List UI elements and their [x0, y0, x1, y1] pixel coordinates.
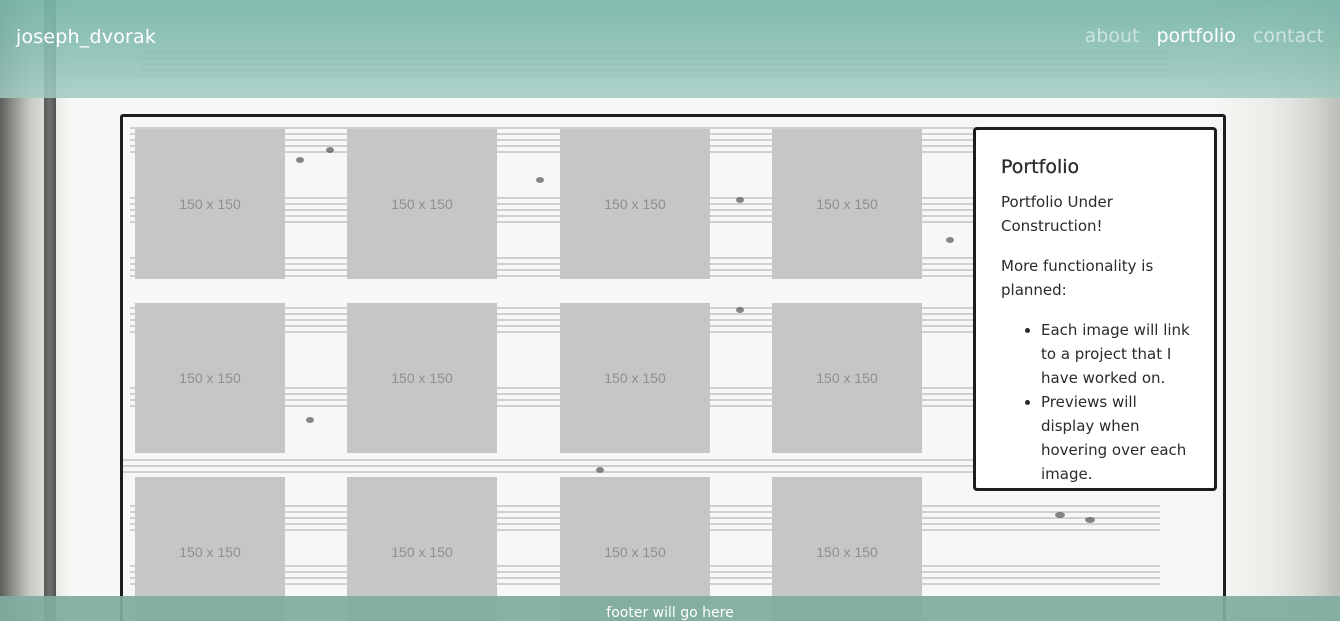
nav-link-about[interactable]: about [1085, 25, 1140, 47]
list-item: Previews will display when hovering over… [1041, 390, 1190, 486]
planned-features-list: Each image will link to a project that I… [1001, 318, 1190, 486]
gallery-tile[interactable]: 150 x 150 [347, 303, 497, 453]
brand-link[interactable]: joseph_dvorak [16, 26, 156, 48]
footer: footer will go here [0, 596, 1340, 621]
gallery-tile[interactable]: 150 x 150 [560, 303, 710, 453]
portfolio-info-card: Portfolio Portfolio Under Construction! … [973, 127, 1217, 491]
nav-link-portfolio[interactable]: portfolio [1156, 25, 1235, 47]
gallery-tile[interactable]: 150 x 150 [347, 129, 497, 279]
card-title: Portfolio [1001, 156, 1190, 178]
gallery-tile[interactable]: 150 x 150 [560, 129, 710, 279]
card-planned: More functionality is planned: [1001, 254, 1190, 302]
list-item: Each image will link to a project that I… [1041, 318, 1190, 390]
gallery-tile[interactable]: 150 x 150 [135, 129, 285, 279]
gallery-tile[interactable]: 150 x 150 [135, 303, 285, 453]
navbar: joseph_dvorak about portfolio contact [0, 0, 1340, 98]
gallery-tile[interactable]: 150 x 150 [772, 129, 922, 279]
footer-text: footer will go here [606, 605, 733, 621]
nav-links: about portfolio contact [1085, 25, 1324, 47]
gallery-tile[interactable]: 150 x 150 [772, 303, 922, 453]
card-intro: Portfolio Under Construction! [1001, 190, 1190, 238]
nav-link-contact[interactable]: contact [1253, 25, 1324, 47]
